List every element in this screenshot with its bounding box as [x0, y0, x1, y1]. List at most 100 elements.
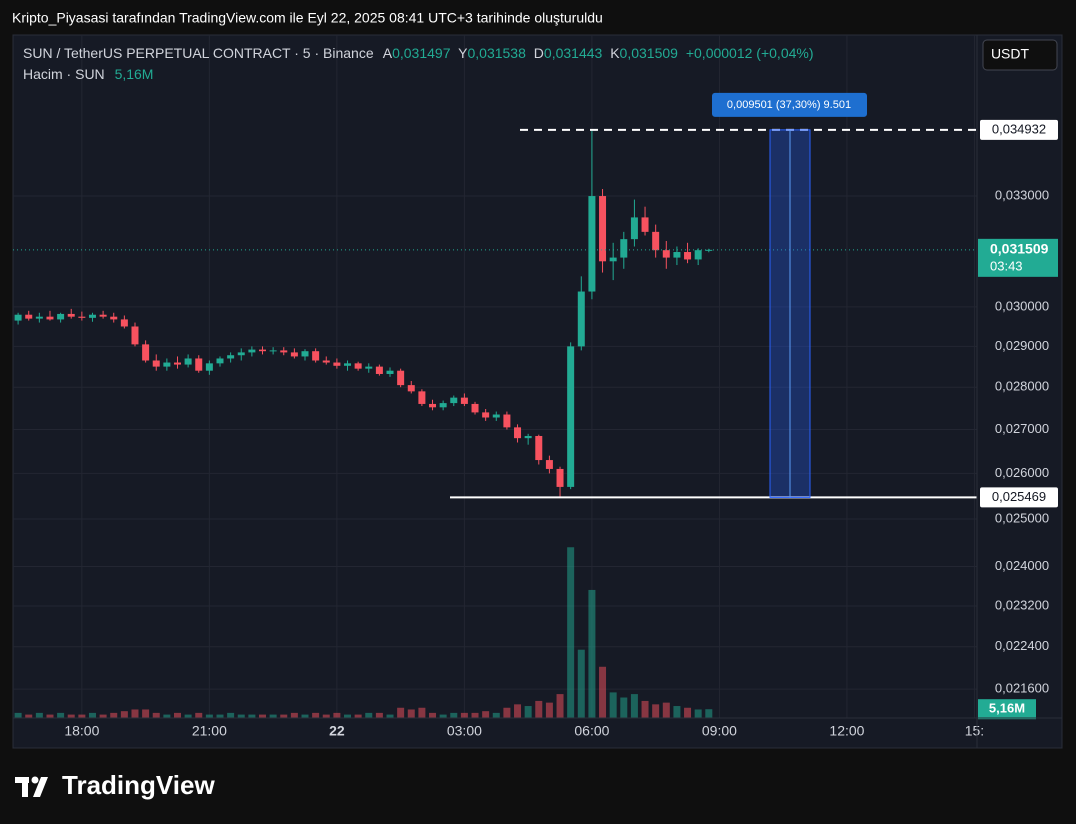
candle-body	[14, 314, 22, 321]
volume-bar	[14, 712, 22, 718]
volume-bar	[333, 712, 341, 718]
volume-bar	[35, 712, 43, 718]
candle-body	[78, 316, 86, 318]
candle-body	[429, 403, 437, 408]
candle-body	[88, 314, 96, 318]
volume-bar	[545, 702, 553, 718]
volume-bar	[662, 702, 670, 718]
volume-bar	[46, 714, 54, 718]
y-tick-label: 0,030000	[995, 298, 1049, 313]
candle-body	[386, 370, 394, 374]
volume-bar	[290, 712, 298, 718]
hline-label: 0,034932	[992, 121, 1046, 136]
candle-body	[184, 358, 192, 365]
volume-bar	[599, 666, 607, 718]
candle-body	[567, 346, 575, 487]
volume-bar	[705, 709, 713, 718]
volume-bar	[237, 714, 245, 718]
volume-bar	[99, 714, 107, 718]
volume-bar	[110, 712, 118, 718]
candle-body	[280, 350, 288, 353]
candle-body	[120, 319, 128, 327]
grid	[13, 35, 977, 718]
candle-body	[375, 366, 383, 374]
x-tick-label: 21:00	[192, 723, 227, 739]
change: +0,000012 (+0,04%)	[686, 45, 814, 61]
candle-body	[25, 314, 33, 319]
candle-body	[248, 349, 256, 353]
candle-body	[482, 412, 490, 418]
volume-bar	[269, 714, 277, 718]
currency-label[interactable]: USDT	[991, 46, 1030, 62]
hline-label: 0,025469	[992, 489, 1046, 504]
volume-bar	[375, 712, 383, 718]
candle-body	[577, 291, 585, 347]
volume-layer	[14, 547, 713, 718]
candle-body	[492, 414, 500, 418]
x-tick-label: 22	[329, 723, 345, 739]
volume-bar	[354, 714, 362, 718]
y-tick-label: 0,021600	[995, 681, 1049, 696]
y-tick-label: 0,023200	[995, 597, 1049, 612]
ohlc-value: 0,031538	[467, 45, 526, 61]
candle-body	[620, 239, 628, 258]
logo-mark	[31, 776, 39, 784]
candle-body	[439, 403, 447, 408]
volume-legend: Hacim · SUN 5,16M	[23, 66, 153, 82]
candle-body	[216, 358, 224, 364]
candle-body	[46, 316, 54, 320]
volume-bar	[609, 692, 617, 718]
candle-body	[237, 352, 245, 356]
volume-bar	[492, 712, 500, 718]
volume-bar	[684, 707, 692, 718]
y-tick-label: 0,027000	[995, 421, 1049, 436]
candle-body	[450, 397, 458, 404]
volume-bar	[67, 714, 75, 718]
volume-bar	[535, 700, 543, 718]
candle-body	[599, 196, 607, 262]
candle-body	[312, 351, 320, 361]
currency-button[interactable]	[982, 39, 1058, 71]
candle-body	[195, 358, 203, 371]
volume-bar	[429, 712, 437, 718]
candle-body	[163, 362, 171, 367]
candle-body	[269, 350, 277, 352]
candle-body	[322, 360, 330, 363]
candle-body	[99, 314, 107, 317]
volume-bar	[78, 714, 86, 718]
volume-bar	[460, 712, 468, 718]
ohlc-value: 0,031443	[544, 45, 603, 61]
candle-body	[641, 217, 649, 232]
volume-bar	[503, 707, 511, 718]
x-tick-label: 09:00	[702, 723, 737, 739]
volume-bar	[205, 714, 213, 718]
logo-mark	[22, 777, 28, 797]
candle-body	[514, 427, 522, 439]
y-tick-label: 0,033000	[995, 187, 1049, 202]
volume-bar	[57, 712, 65, 718]
candle-body	[418, 391, 426, 404]
volume-bar	[88, 712, 96, 718]
volume-bar	[567, 547, 575, 718]
candle-body	[227, 355, 235, 359]
volume-bar	[312, 712, 320, 718]
candle-layer	[14, 129, 713, 498]
volume-bar	[195, 712, 203, 718]
volume-axis-label: 5,16M	[989, 701, 1025, 716]
volume-bar	[407, 709, 415, 718]
x-tick-label: 12:00	[829, 723, 864, 739]
candle-body	[535, 435, 543, 461]
volume-bar	[471, 712, 479, 718]
candle-body	[205, 363, 213, 371]
candle-body	[131, 326, 139, 345]
candle-body	[556, 468, 564, 487]
candle-body	[705, 249, 713, 251]
volume-bar	[227, 712, 235, 718]
candle-body	[407, 385, 415, 392]
volume-bar	[25, 714, 33, 718]
measure-label: 0,009501 (37,30%) 9.501	[727, 99, 851, 111]
hline-label-box	[980, 119, 1058, 140]
candle-body	[110, 316, 118, 320]
volume-bar	[397, 707, 405, 718]
